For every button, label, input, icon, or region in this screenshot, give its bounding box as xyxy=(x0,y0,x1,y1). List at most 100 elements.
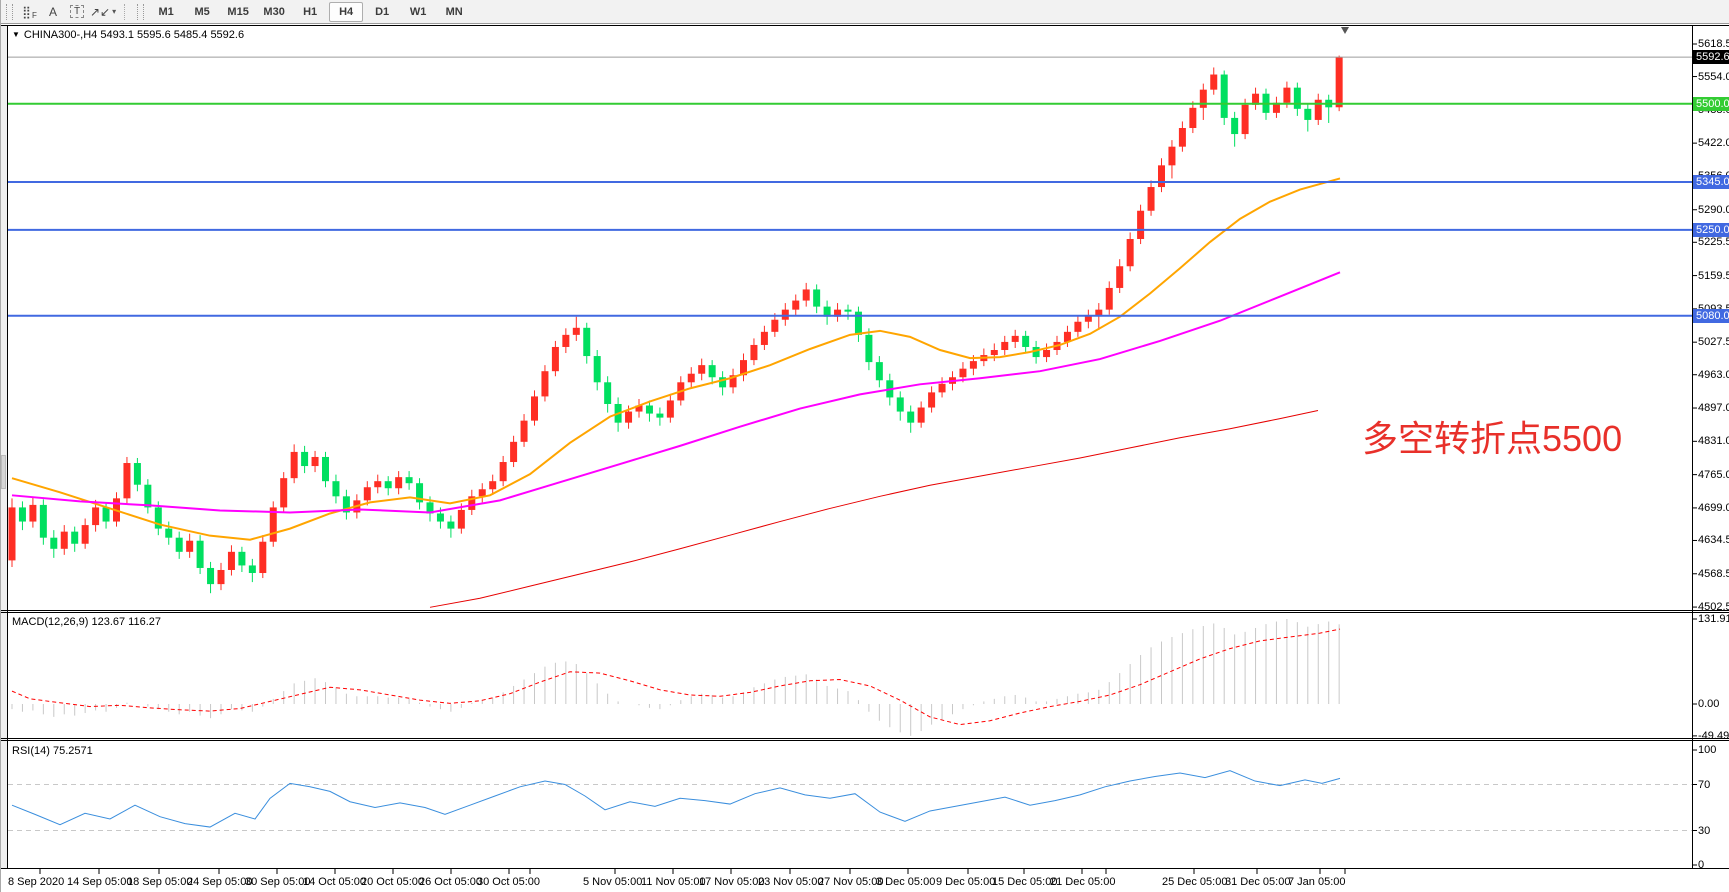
candle-body xyxy=(81,525,89,544)
time-axis-label: 23 Nov 05:00 xyxy=(758,876,824,888)
time-axis-label: 26 Oct 05:00 xyxy=(419,876,482,888)
candle-body xyxy=(8,507,16,561)
timeframe-button-h4[interactable]: H4 xyxy=(329,1,364,22)
ma-slow-red xyxy=(429,410,1319,608)
candle-body xyxy=(1126,239,1134,267)
gutter-scroll-thumb[interactable] xyxy=(1,455,6,489)
candle-body xyxy=(301,451,309,467)
candle-body xyxy=(834,309,842,317)
candle-body xyxy=(18,507,26,522)
candle-body xyxy=(813,289,821,307)
candle-body xyxy=(1147,187,1155,211)
candle-body xyxy=(322,456,329,482)
candle-body xyxy=(1022,335,1030,347)
chart-text-annotation[interactable]: 多空转折点5500 xyxy=(1362,418,1623,459)
time-axis-label: 14 Oct 05:00 xyxy=(303,876,366,888)
candle-body xyxy=(1084,315,1092,322)
timeframe-button-mn[interactable]: MN xyxy=(445,5,463,18)
candle-body xyxy=(342,496,350,513)
time-axis-label: 27 Nov 05:00 xyxy=(818,876,884,888)
timeframe-button-m5[interactable]: M5 xyxy=(194,5,210,18)
timeframe-button-m30[interactable]: M30 xyxy=(263,5,285,18)
rsi-axis-label: 0 xyxy=(1698,859,1705,871)
rsi-axis-label: 30 xyxy=(1698,824,1711,837)
quote-header[interactable]: ▼ CHINA300-,H4 5493.1 5595.6 5485.4 5592.… xyxy=(12,29,244,41)
time-axis-label: 5 Nov 05:00 xyxy=(583,876,643,888)
candle-body xyxy=(687,373,695,383)
time-axis-label: 21 Dec 05:00 xyxy=(1050,876,1116,888)
candle-body xyxy=(290,451,298,479)
candle-body xyxy=(969,361,977,369)
text-tool-icon[interactable]: A xyxy=(48,4,57,19)
toolbar-drag-handle[interactable] xyxy=(6,3,13,20)
candle-body xyxy=(1314,99,1322,120)
candle-body xyxy=(1199,89,1207,108)
candle-body xyxy=(29,504,37,522)
timeframe-button-w1[interactable]: W1 xyxy=(409,5,427,18)
candle-body xyxy=(802,289,810,301)
candle-body xyxy=(123,463,131,499)
candle-body xyxy=(227,551,235,570)
candle-body xyxy=(666,400,674,418)
price-axis-label: 4634.5 xyxy=(1698,534,1729,547)
candle-body xyxy=(708,365,716,378)
candle-body xyxy=(384,481,392,489)
candle-body xyxy=(1220,74,1228,118)
time-axis-label: 11 Nov 05:00 xyxy=(641,876,706,888)
rsi-axis-label: 100 xyxy=(1698,744,1717,756)
candle-body xyxy=(541,371,549,397)
candle-body xyxy=(499,462,507,482)
macd-axis-label: 0.00 xyxy=(1698,698,1720,710)
candle-body xyxy=(792,300,800,310)
candle-body xyxy=(165,528,173,538)
arrows-tool-icon[interactable]: ↗↙ ▾ xyxy=(90,4,117,19)
ma-mid-magenta xyxy=(11,271,1341,514)
candle-body xyxy=(71,531,79,544)
timeframe-button-d1[interactable]: D1 xyxy=(375,5,390,18)
candle-body xyxy=(102,507,110,522)
macd-axis-label: 131.91 xyxy=(1698,613,1729,625)
candle-body xyxy=(645,405,653,414)
grid-frame-icon[interactable]: ⣿ F xyxy=(22,4,37,21)
candle-body xyxy=(447,521,455,529)
candle-body xyxy=(311,456,319,467)
candle-body xyxy=(92,507,100,526)
candle-body xyxy=(510,441,518,463)
price-axis-label: 4765.0 xyxy=(1698,468,1729,481)
candle-body xyxy=(635,405,643,412)
chart-shift-marker-icon xyxy=(1341,27,1349,34)
candle-body xyxy=(468,496,476,510)
candle-body xyxy=(938,383,946,393)
candle-body xyxy=(39,504,47,538)
time-axis-label: 18 Sep 05:00 xyxy=(127,876,193,888)
candle-body xyxy=(1283,87,1291,103)
timeframe-button-m1[interactable]: M1 xyxy=(158,5,174,18)
candle-body xyxy=(917,407,925,423)
symbol-dropdown-icon[interactable]: ▼ xyxy=(12,30,20,39)
text-label-tool-icon[interactable]: T xyxy=(66,3,88,21)
candle-body xyxy=(928,392,936,408)
toolbar-separator xyxy=(124,3,126,20)
candle-body xyxy=(760,331,768,345)
macd-indicator-label: MACD(12,26,9) 123.67 116.27 xyxy=(12,616,161,628)
candle-body xyxy=(896,397,904,412)
candle-body xyxy=(269,507,277,542)
time-axis-label: 25 Dec 05:00 xyxy=(1162,876,1228,888)
candle-body xyxy=(1105,287,1113,310)
candle-body xyxy=(1178,128,1186,147)
candle-body xyxy=(1304,108,1312,120)
candle-body xyxy=(436,513,444,522)
candle-body xyxy=(416,483,424,503)
rsi-axis-label: 70 xyxy=(1698,778,1711,791)
macd-signal-line xyxy=(11,628,1341,726)
candle-body xyxy=(186,540,194,552)
candle-body xyxy=(154,507,162,529)
timeframe-button-h1[interactable]: H1 xyxy=(303,5,318,18)
time-axis-label: 30 Sep 05:00 xyxy=(245,876,311,888)
candle-body xyxy=(907,411,915,423)
candle-body xyxy=(740,360,747,376)
toolbar-drag-handle-2[interactable] xyxy=(137,3,145,20)
candle-body xyxy=(332,481,340,497)
timeframe-button-m15[interactable]: M15 xyxy=(227,5,249,18)
